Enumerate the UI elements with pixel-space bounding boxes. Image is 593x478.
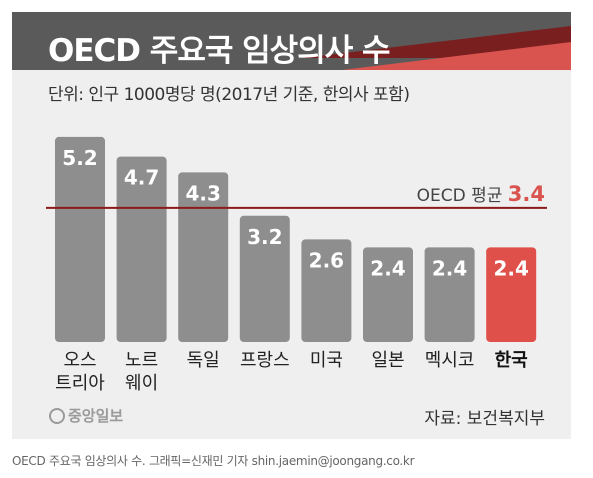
chart-title: OECD 주요국 임상의사 수 <box>48 33 391 69</box>
bar-value-label: 4.7 <box>124 166 159 190</box>
category-label: 노르 <box>125 350 158 371</box>
category-label: 프랑스 <box>240 350 290 371</box>
bar-value-label: 3.2 <box>247 225 282 249</box>
publisher-logo: 중앙일보 <box>49 405 123 426</box>
category-label: 오스 <box>63 350 96 371</box>
bar-value-label: 2.4 <box>370 256 405 280</box>
bar <box>178 172 229 342</box>
unit-note: 단위: 인구 1000명당 명(2017년 기준, 한의사 포함) <box>48 85 410 105</box>
bar <box>239 215 290 342</box>
category-label: 트리아 <box>55 373 105 394</box>
category-label: 한국 <box>495 350 528 371</box>
bar-value-label: 5.2 <box>62 146 97 170</box>
bar <box>486 247 537 342</box>
oecd-average-label: OECD 평균 3.4 <box>417 182 545 206</box>
bar <box>116 156 167 342</box>
source-note: 자료: 보건복지부 <box>424 409 545 429</box>
header-stripe-dark <box>302 26 571 58</box>
category-label: 미국 <box>310 350 343 371</box>
image-caption: OECD 주요국 임상의사 수. 그래픽=신재민 기자 shin.jaemin@… <box>12 454 415 468</box>
category-label: 일본 <box>371 350 404 371</box>
bar <box>424 247 475 342</box>
bar-value-label: 2.4 <box>432 256 467 280</box>
logo-text: 중앙일보 <box>68 407 124 425</box>
bar <box>363 247 413 342</box>
header-banner <box>12 12 571 70</box>
bar <box>301 239 352 342</box>
bar-value-label: 2.6 <box>309 248 344 272</box>
bar <box>55 136 105 342</box>
category-label: 멕시코 <box>425 350 475 371</box>
chart-card: OECD 주요국 임상의사 수 단위: 인구 1000명당 명(2017년 기준… <box>12 12 571 439</box>
bar-value-label: 2.4 <box>493 256 528 280</box>
logo-mark-icon <box>49 407 65 424</box>
bar-value-label: 4.3 <box>185 181 220 205</box>
header-stripe-light <box>342 42 571 70</box>
category-label: 독일 <box>187 350 220 371</box>
category-label: 웨이 <box>125 373 158 394</box>
